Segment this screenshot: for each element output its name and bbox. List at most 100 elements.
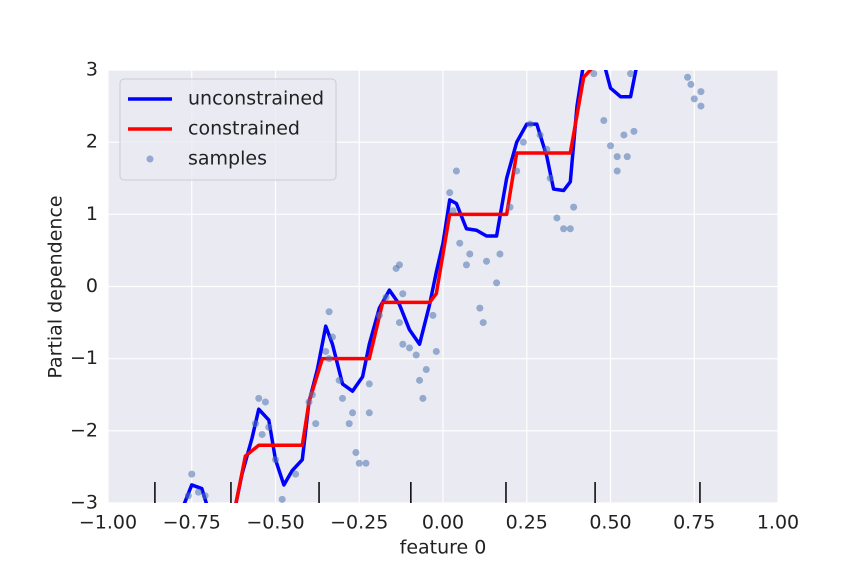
- y-tick-label: 1: [86, 203, 98, 225]
- x-tick-label: 1.00: [757, 512, 799, 534]
- sample-point: [513, 167, 521, 175]
- sample-point: [258, 430, 266, 438]
- sample-point: [406, 344, 413, 352]
- y-tick-label: −3: [70, 492, 98, 514]
- sample-point: [456, 239, 464, 247]
- sample-point: [272, 456, 279, 464]
- sample-point: [543, 145, 551, 153]
- sample-point: [479, 319, 487, 327]
- sample-point: [345, 420, 353, 428]
- sample-point: [697, 88, 705, 96]
- x-tick-label: 0.25: [506, 512, 548, 534]
- legend-box: [119, 78, 337, 181]
- sample-point: [613, 167, 621, 175]
- sample-point: [325, 308, 333, 316]
- sample-point: [382, 293, 390, 301]
- sample-point: [697, 102, 705, 110]
- sample-point: [422, 365, 430, 373]
- sample-point: [526, 120, 534, 128]
- y-tick-label: 0: [86, 275, 98, 297]
- sample-point: [395, 319, 403, 327]
- sample-point: [506, 203, 514, 211]
- x-tick-label: 0.75: [673, 512, 715, 534]
- legend-label: unconstrained: [188, 88, 324, 110]
- legend-label: constrained: [188, 118, 300, 140]
- sample-point: [429, 311, 437, 319]
- sample-point: [519, 138, 527, 146]
- sample-point: [201, 492, 209, 500]
- sample-point: [560, 225, 568, 233]
- x-tick-label: 0.50: [589, 512, 631, 534]
- sample-point: [590, 70, 598, 78]
- sample-point: [308, 391, 316, 399]
- x-tick-label: −0.25: [330, 512, 388, 534]
- sample-point: [305, 398, 313, 406]
- legend-label: samples: [188, 148, 267, 170]
- y-axis-label: Partial dependence: [45, 195, 67, 378]
- sample-point: [623, 153, 631, 161]
- sample-point: [546, 174, 554, 182]
- sample-point: [312, 420, 320, 428]
- sample-point: [419, 394, 427, 402]
- sample-point: [278, 495, 286, 503]
- sample-point: [416, 376, 424, 384]
- sample-point: [395, 261, 403, 269]
- sample-point: [261, 398, 269, 406]
- sample-point: [536, 131, 544, 139]
- legend-marker: [146, 155, 154, 163]
- x-tick-label: −0.75: [163, 512, 221, 534]
- sample-point: [375, 311, 383, 319]
- sample-point: [188, 470, 196, 478]
- sample-point: [613, 153, 621, 161]
- sample-point: [265, 423, 273, 431]
- sample-point: [325, 355, 333, 363]
- sample-point: [355, 459, 363, 467]
- sample-point: [365, 380, 373, 388]
- y-tick-label: 2: [86, 131, 98, 153]
- sample-point: [687, 80, 695, 88]
- sample-point: [349, 409, 357, 417]
- sample-point: [412, 351, 420, 359]
- y-tick-label: −2: [70, 419, 98, 441]
- sample-point: [365, 409, 373, 417]
- sample-point: [553, 214, 561, 222]
- sample-point: [322, 347, 330, 355]
- sample-point: [493, 279, 501, 287]
- sample-point: [352, 448, 360, 456]
- sample-point: [292, 470, 300, 478]
- sample-point: [690, 95, 698, 103]
- x-tick-label: −1.00: [79, 512, 137, 534]
- x-tick-label: −0.50: [246, 512, 304, 534]
- sample-point: [194, 488, 202, 496]
- sample-point: [251, 420, 259, 428]
- sample-point: [627, 70, 635, 78]
- sample-point: [496, 250, 504, 258]
- sample-point: [449, 207, 457, 215]
- sample-point: [339, 394, 346, 402]
- sample-point: [399, 290, 407, 298]
- sample-point: [399, 340, 407, 348]
- sample-point: [566, 225, 574, 233]
- sample-point: [600, 117, 608, 125]
- sample-point: [483, 257, 491, 265]
- x-tick-label: 0.00: [422, 512, 464, 534]
- sample-point: [466, 250, 474, 258]
- sample-point: [570, 203, 578, 211]
- sample-point: [362, 459, 370, 467]
- line-constrained: [234, 70, 593, 503]
- sample-point: [432, 347, 440, 355]
- sample-point: [335, 376, 343, 384]
- y-tick-label: 3: [86, 59, 98, 81]
- x-axis-label: feature 0: [400, 537, 487, 559]
- sample-point: [607, 142, 614, 150]
- sample-point: [452, 167, 460, 175]
- sample-point: [684, 73, 692, 81]
- sample-point: [255, 394, 263, 402]
- sample-point: [446, 189, 454, 197]
- sample-point: [476, 304, 484, 312]
- sample-point: [620, 131, 628, 139]
- sample-point: [184, 492, 192, 500]
- sample-point: [630, 127, 638, 135]
- sample-point: [462, 261, 470, 269]
